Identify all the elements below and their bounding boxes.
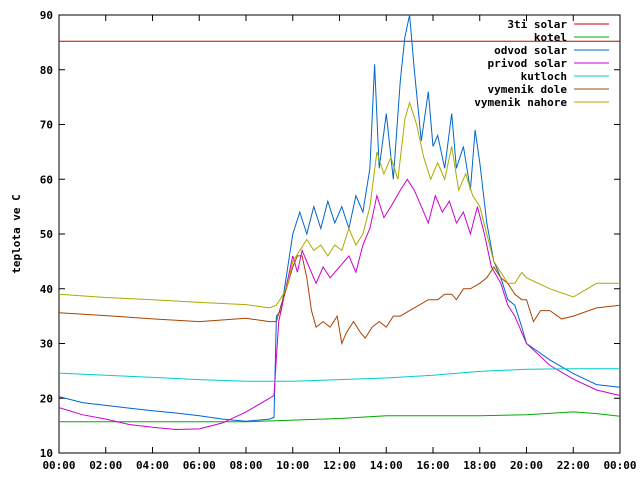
x-tick-label: 12:00 <box>323 459 356 472</box>
y-tick-label: 10 <box>40 447 53 460</box>
series-line-1 <box>59 411 621 423</box>
x-tick-label: 22:00 <box>557 459 590 472</box>
axis-ticks <box>58 14 621 454</box>
series-line-6 <box>58 100 620 309</box>
y-tick-labels: 10 20 30 40 50 60 70 80 90 <box>40 9 53 460</box>
y-tick-label: 20 <box>40 392 53 405</box>
legend-label: vymenik nahore <box>474 96 567 109</box>
y-tick-label: 70 <box>40 119 53 132</box>
series-line-3 <box>58 178 621 431</box>
x-tick-label: 14:00 <box>370 459 403 472</box>
x-tick-label: 00:00 <box>603 459 636 472</box>
series-line-5 <box>58 255 621 346</box>
legend-label: vymenik dole <box>488 83 568 96</box>
x-tick-label: 20:00 <box>510 459 543 472</box>
legend-label: 3ti solar <box>507 18 567 31</box>
y-tick-label: 50 <box>40 228 53 241</box>
x-tick-label: 04:00 <box>136 459 169 472</box>
y-tick-label: 60 <box>40 173 53 186</box>
legend-label: privod solar <box>488 57 568 70</box>
legend-label: odvod solar <box>494 44 567 57</box>
legend-label: kotel <box>534 31 567 44</box>
y-axis-label: teplota ve C <box>10 194 23 273</box>
x-tick-label: 06:00 <box>183 459 216 472</box>
y-tick-label: 90 <box>40 9 53 22</box>
x-tick-label: 18:00 <box>463 459 496 472</box>
y-tick-label: 30 <box>40 338 53 351</box>
y-tick-label: 80 <box>40 64 53 77</box>
legend-label: kutloch <box>521 70 567 83</box>
y-tick-label: 40 <box>40 283 53 296</box>
series-line-4 <box>58 368 620 382</box>
x-tick-label: 00:00 <box>42 459 75 472</box>
x-tick-label: 10:00 <box>276 459 309 472</box>
series-lines <box>58 14 621 431</box>
x-tick-label: 08:00 <box>229 459 262 472</box>
x-tick-label: 02:00 <box>89 459 122 472</box>
x-tick-label: 16:00 <box>416 459 449 472</box>
x-tick-labels: 00:00 02:00 04:00 06:00 08:00 10:00 12:00 14:00… <box>42 459 636 472</box>
